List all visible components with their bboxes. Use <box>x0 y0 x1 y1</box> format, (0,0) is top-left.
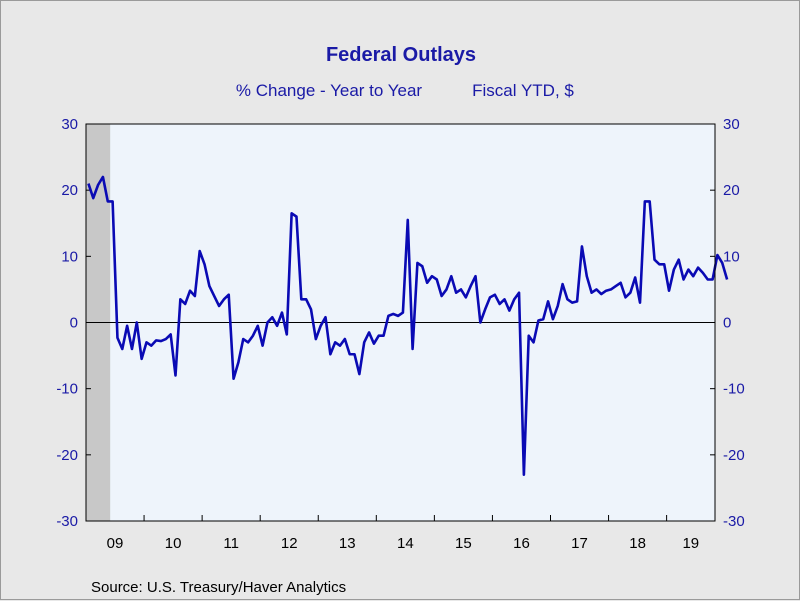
y-tick-label-left: 0 <box>70 315 78 332</box>
x-tick-label: 09 <box>107 535 124 552</box>
x-tick-label: 16 <box>513 535 530 552</box>
source-note: Source: U.S. Treasury/Haver Analytics <box>91 579 346 596</box>
y-tick-label-right: -10 <box>723 381 745 398</box>
chart-title: Federal Outlays <box>326 44 476 66</box>
x-tick-label: 17 <box>571 535 588 552</box>
x-tick-label: 11 <box>223 535 239 552</box>
x-tick-label: 14 <box>397 535 414 552</box>
chart-subtitle-right: Fiscal YTD, $ <box>472 81 574 100</box>
y-tick-label-right: 20 <box>723 182 740 199</box>
x-tick-label: 18 <box>629 535 646 552</box>
y-tick-label-right: 0 <box>723 315 731 332</box>
y-tick-label-right: 30 <box>723 116 740 133</box>
x-tick-label: 13 <box>339 535 356 552</box>
x-tick-label: 12 <box>281 535 298 552</box>
y-tick-label-left: 30 <box>61 116 78 133</box>
y-tick-label-left: 10 <box>61 248 78 265</box>
x-tick-label: 10 <box>165 535 182 552</box>
x-tick-label: 19 <box>682 535 699 552</box>
x-tick-label: 15 <box>455 535 472 552</box>
y-tick-label-left: -10 <box>56 381 78 398</box>
y-tick-label-right: -30 <box>723 513 745 530</box>
y-tick-label-left: 20 <box>61 182 78 199</box>
y-tick-label-right: -20 <box>723 447 745 464</box>
chart-subtitle-left: % Change - Year to Year <box>236 81 423 100</box>
y-tick-label-right: 10 <box>723 248 740 265</box>
y-tick-label-left: -30 <box>56 513 78 530</box>
y-tick-label-left: -20 <box>56 447 78 464</box>
